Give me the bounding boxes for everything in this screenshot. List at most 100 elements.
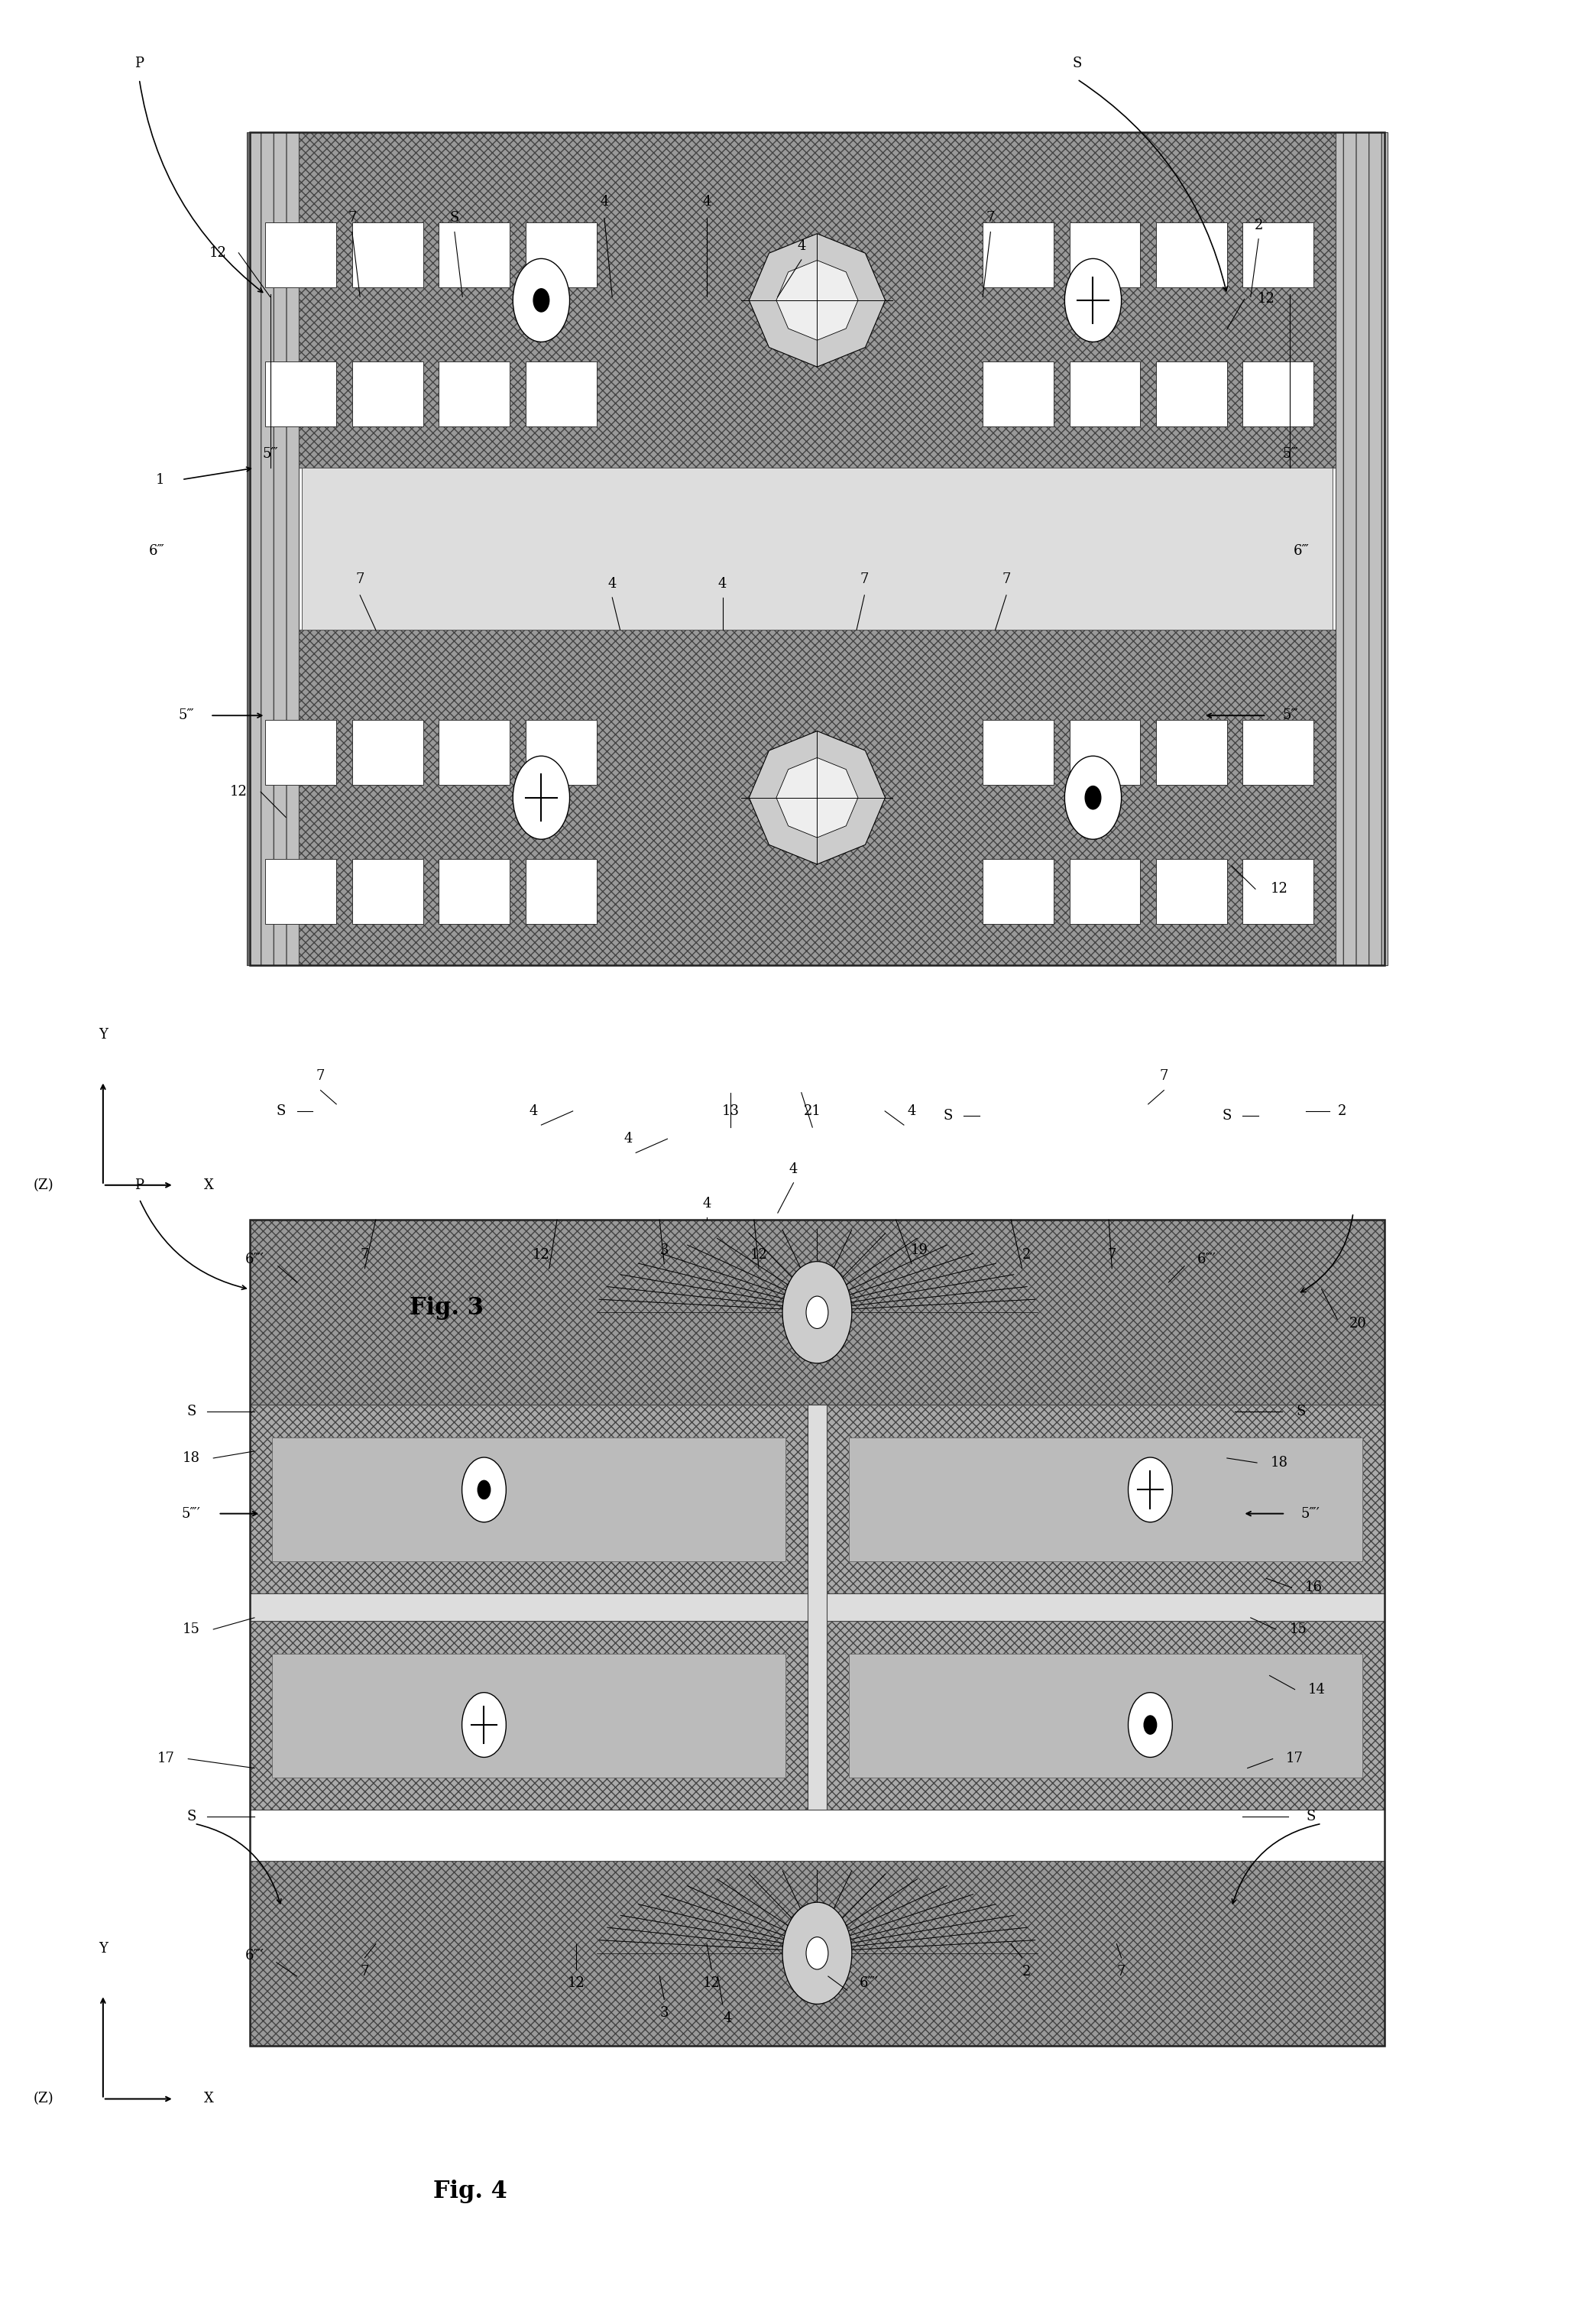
Bar [525, 860, 597, 923]
Text: 4: 4 [908, 1104, 916, 1118]
Text: S: S [187, 1810, 197, 1824]
Circle shape [782, 1262, 852, 1364]
Bar [982, 223, 1054, 288]
Text: S: S [1073, 56, 1082, 70]
Bar [352, 223, 424, 288]
Text: 7: 7 [1160, 1069, 1168, 1083]
Text: 6‴: 6‴ [149, 544, 165, 558]
Text: P: P [135, 1178, 144, 1192]
Bar [265, 720, 336, 786]
Bar [827, 1622, 1384, 1810]
Text: 4: 4 [600, 195, 609, 209]
Text: 6‴′: 6‴′ [244, 1948, 263, 1961]
Text: 7: 7 [316, 1069, 325, 1083]
Bar [440, 223, 509, 288]
Text: 5‴′: 5‴′ [183, 1506, 202, 1520]
Bar [525, 363, 597, 425]
Bar [265, 363, 336, 425]
Bar [265, 860, 336, 923]
Text: 3: 3 [660, 1243, 668, 1257]
Circle shape [513, 755, 570, 839]
Text: S: S [1222, 1109, 1232, 1122]
Bar [249, 1622, 808, 1810]
Text: 4: 4 [719, 576, 727, 590]
Text: 12: 12 [567, 1975, 584, 1989]
Bar [249, 132, 1384, 964]
Bar [249, 1220, 1384, 1406]
Text: 18: 18 [1270, 1455, 1287, 1469]
Bar [849, 1436, 1363, 1562]
Bar [1243, 223, 1314, 288]
Text: 2: 2 [1254, 218, 1263, 232]
Text: 2: 2 [1022, 1964, 1032, 1978]
Text: S: S [1297, 1406, 1306, 1418]
Bar [249, 1406, 808, 1594]
Text: 5‴: 5‴ [262, 446, 278, 460]
Text: Fig. 4: Fig. 4 [433, 2180, 508, 2203]
Bar [249, 132, 1384, 467]
Text: 12: 12 [533, 1248, 551, 1262]
Text: 12: 12 [703, 1975, 720, 1989]
Bar [1243, 363, 1314, 425]
Bar [271, 1655, 786, 1778]
Bar [440, 363, 509, 425]
Text: 12: 12 [1257, 293, 1276, 307]
Bar [982, 720, 1054, 786]
Text: 12: 12 [751, 1248, 768, 1262]
Text: 13: 13 [722, 1104, 740, 1118]
Bar [246, 132, 298, 964]
Text: 6‴′: 6‴′ [1197, 1253, 1216, 1267]
Text: 17: 17 [1285, 1752, 1303, 1766]
Text: 5‴: 5‴ [1282, 709, 1298, 723]
Text: 12: 12 [1270, 883, 1287, 895]
Text: 14: 14 [1308, 1683, 1325, 1697]
Text: 1: 1 [156, 472, 163, 486]
Polygon shape [776, 260, 859, 339]
Bar [249, 1862, 1384, 2045]
Text: 17: 17 [157, 1752, 175, 1766]
Bar [352, 363, 424, 425]
Text: 16: 16 [1305, 1580, 1322, 1594]
Text: P: P [135, 56, 144, 70]
Bar [1155, 720, 1227, 786]
Bar [265, 223, 336, 288]
Bar [1070, 363, 1141, 425]
Text: 21: 21 [803, 1104, 820, 1118]
Text: 7: 7 [986, 211, 995, 225]
Text: 7: 7 [1117, 1964, 1125, 1978]
Text: 6‴′: 6‴′ [244, 1253, 263, 1267]
Text: 3: 3 [660, 2006, 668, 2020]
Bar [1336, 132, 1387, 964]
Text: Y: Y [98, 1941, 108, 1954]
Circle shape [462, 1457, 506, 1522]
Bar [249, 1220, 1384, 2045]
Bar [982, 363, 1054, 425]
Text: 20: 20 [1349, 1318, 1366, 1332]
Circle shape [1065, 258, 1122, 342]
Text: 7: 7 [1001, 572, 1011, 586]
Text: X: X [203, 1178, 214, 1192]
Text: 5‴′: 5‴′ [1301, 1506, 1320, 1520]
Text: 7: 7 [355, 572, 365, 586]
Text: 7: 7 [860, 572, 868, 586]
Text: 2: 2 [1022, 1248, 1032, 1262]
Text: Fig. 3: Fig. 3 [409, 1297, 484, 1320]
Circle shape [1086, 786, 1101, 809]
Bar [302, 467, 1333, 630]
Bar [1155, 223, 1227, 288]
Text: 4: 4 [789, 1162, 798, 1176]
Text: X: X [203, 2092, 214, 2106]
Bar [249, 1594, 1384, 1622]
Circle shape [806, 1936, 828, 1968]
Bar [1243, 720, 1314, 786]
Circle shape [462, 1692, 506, 1757]
Bar [1070, 860, 1141, 923]
Circle shape [1128, 1457, 1173, 1522]
Circle shape [513, 258, 570, 342]
Text: S: S [187, 1406, 197, 1418]
Circle shape [1065, 755, 1122, 839]
Bar [1155, 363, 1227, 425]
Text: (Z): (Z) [33, 1178, 54, 1192]
Bar [1070, 720, 1141, 786]
Bar [440, 860, 509, 923]
